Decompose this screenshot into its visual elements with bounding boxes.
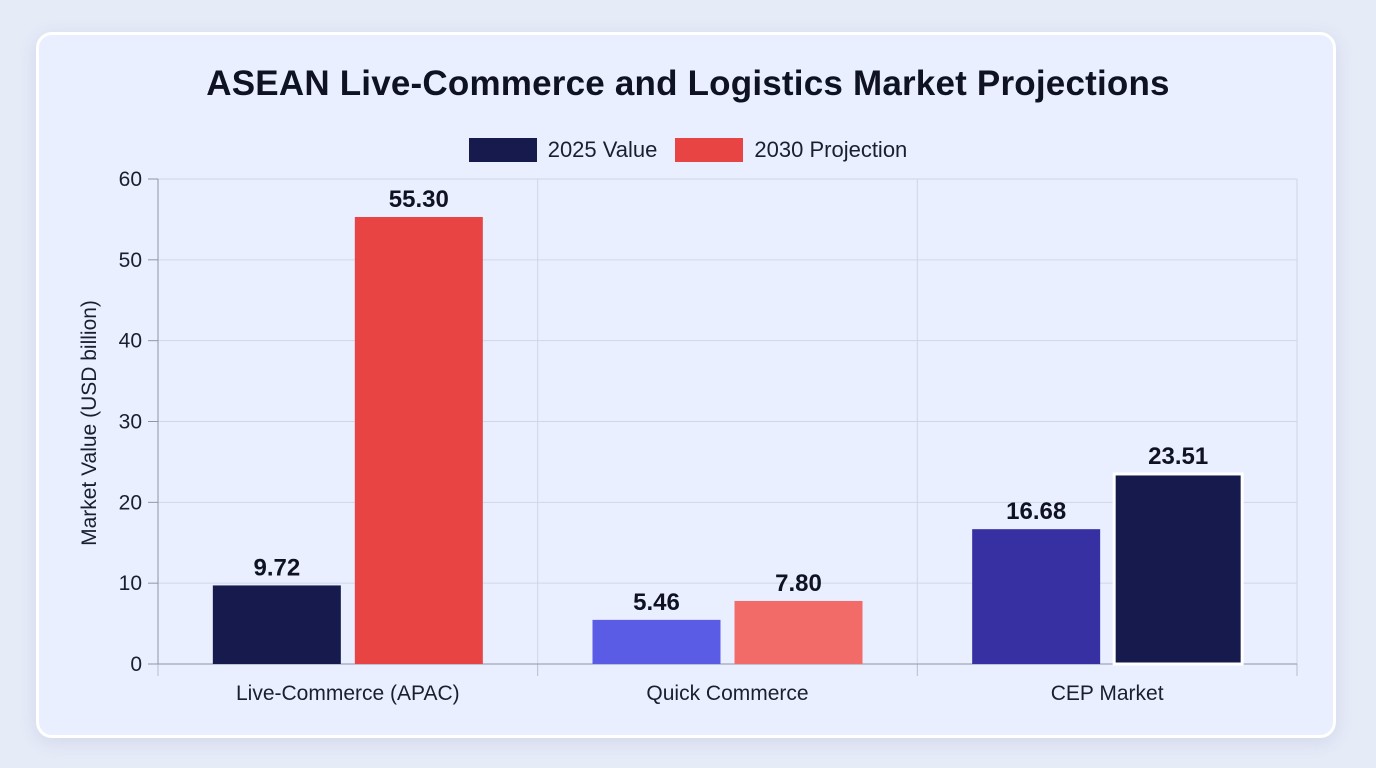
y-tick-label-30: 30 xyxy=(119,411,142,434)
y-tick-label-0: 0 xyxy=(130,653,142,676)
chart-legend: 2025 Value 2030 Projection xyxy=(0,137,1376,163)
legend-swatch-2025 xyxy=(468,138,537,162)
legend-item-2030: 2030 Projection xyxy=(675,137,907,163)
bar-0-1 xyxy=(354,216,483,664)
y-tick-label-50: 50 xyxy=(119,249,142,272)
y-tick-label-10: 10 xyxy=(119,572,142,595)
data-label-0-1: 55.30 xyxy=(389,186,449,213)
bar-2-0 xyxy=(972,529,1101,664)
legend-label-2025: 2025 Value xyxy=(547,137,658,162)
bar-1-0 xyxy=(592,619,721,664)
data-label-2-1: 23.51 xyxy=(1148,443,1208,470)
legend-swatch-2030 xyxy=(675,138,744,162)
category-label-1: Quick Commerce xyxy=(646,682,808,705)
y-tick-label-40: 40 xyxy=(119,330,142,353)
bar-0-0 xyxy=(212,585,341,664)
bar-1-1 xyxy=(734,600,863,664)
bar-2-1 xyxy=(1112,472,1244,666)
category-label-0: Live-Commerce (APAC) xyxy=(236,682,460,705)
category-label-2: CEP Market xyxy=(1051,682,1164,705)
y-tick-label-60: 60 xyxy=(119,168,142,191)
y-tick-label-20: 20 xyxy=(119,491,142,514)
data-label-2-0: 16.68 xyxy=(1006,498,1066,525)
legend-item-2025: 2025 Value xyxy=(468,137,658,163)
data-label-0-0: 9.72 xyxy=(253,554,300,581)
chart-title: ASEAN Live-Commerce and Logistics Market… xyxy=(206,64,1170,103)
data-label-1-0: 5.46 xyxy=(633,589,680,616)
data-label-1-1: 7.80 xyxy=(775,570,822,597)
legend-label-2030: 2030 Projection xyxy=(754,137,908,162)
